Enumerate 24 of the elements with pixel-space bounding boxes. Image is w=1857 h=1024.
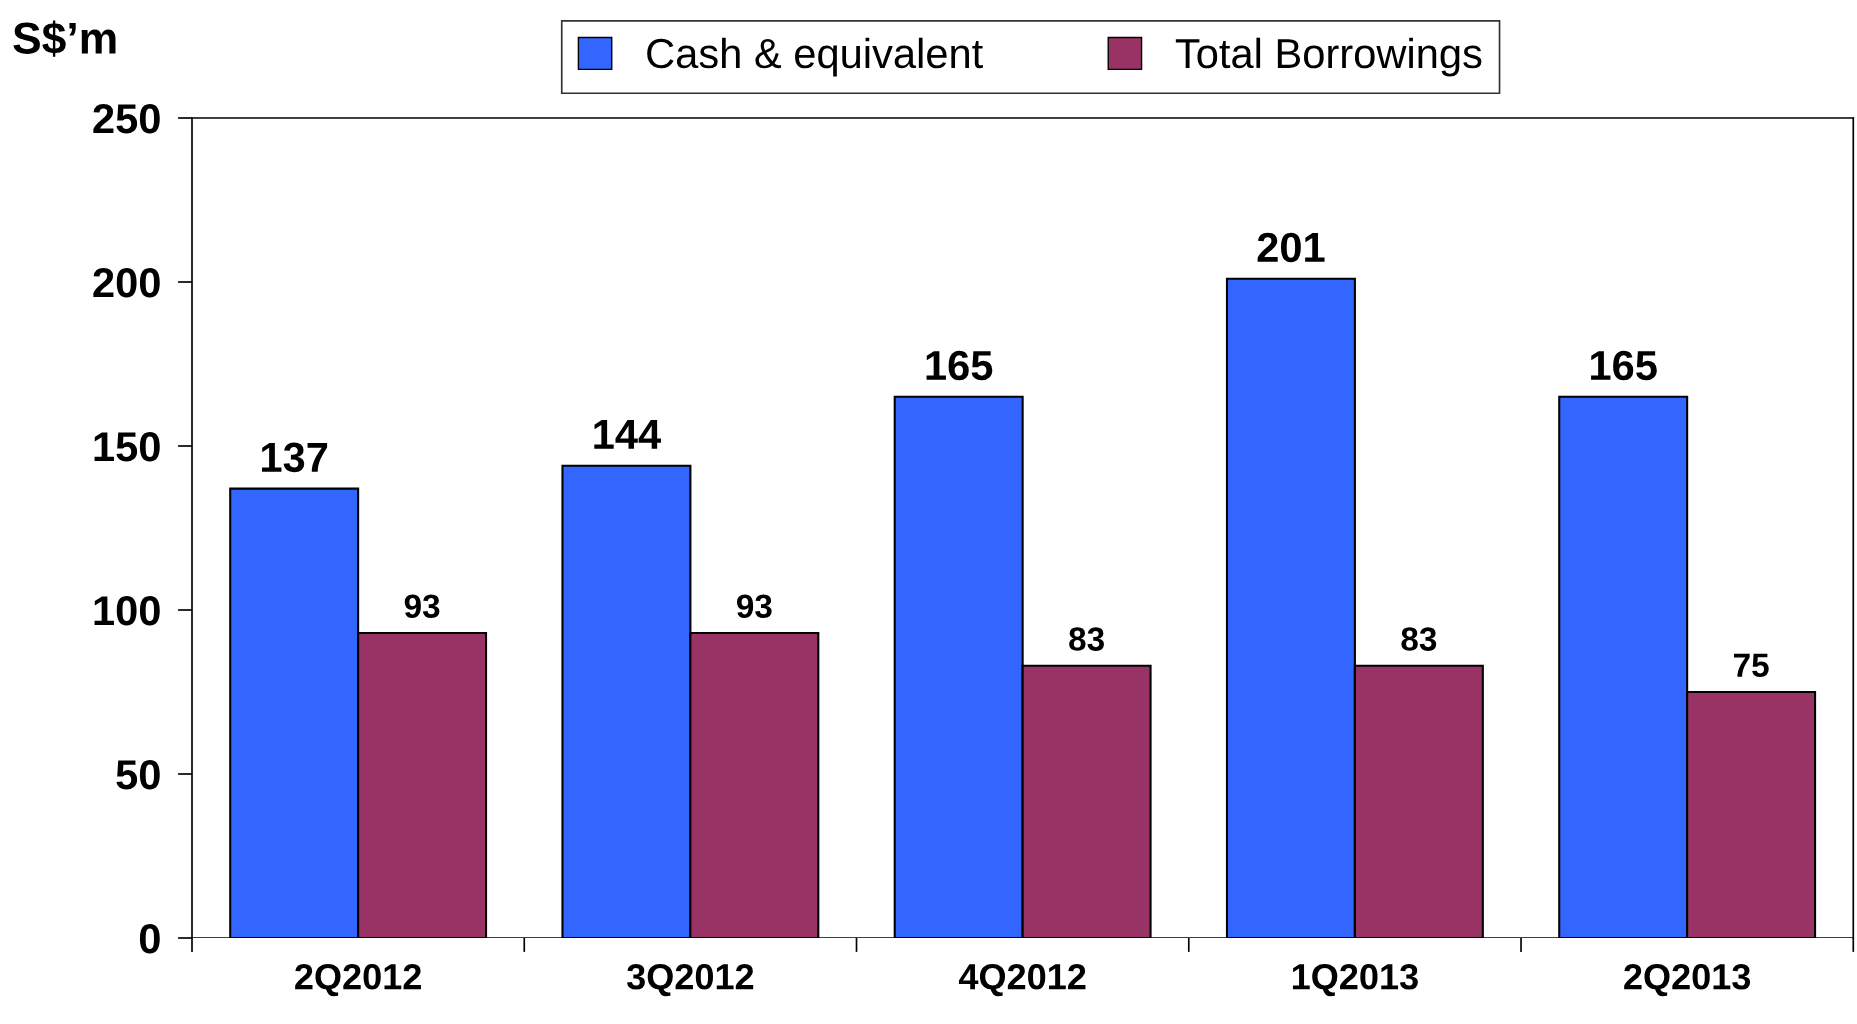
data-label: 93 <box>404 594 440 619</box>
data-label: 83 <box>1069 627 1104 651</box>
x-tick-label: 3Q2012 <box>626 963 754 997</box>
y-tick-label: 50 <box>116 760 160 790</box>
y-tick-label: 100 <box>94 596 160 626</box>
data-label: 75 <box>1734 653 1769 678</box>
y-tick-label: 200 <box>93 268 160 298</box>
data-label: 137 <box>262 442 328 473</box>
x-tick-label: 2Q2012 <box>295 963 421 997</box>
x-tick-label: 1Q2013 <box>1292 963 1418 997</box>
data-label: 165 <box>926 350 993 381</box>
legend-label: Total Borrowings <box>1175 37 1482 77</box>
y-tick-label: 0 <box>139 924 160 954</box>
data-label: 165 <box>1591 350 1657 381</box>
y-tick-label: 250 <box>93 104 160 134</box>
data-label: 144 <box>594 420 661 449</box>
legend-label: Cash & equivalent <box>647 37 983 77</box>
y-axis-title: S$’m <box>13 20 116 57</box>
x-tick-label: 4Q2012 <box>958 963 1086 997</box>
y-tick-label: 150 <box>94 432 160 462</box>
data-label: 83 <box>1401 627 1437 651</box>
data-label: 93 <box>736 594 772 619</box>
data-label: 201 <box>1257 232 1325 263</box>
x-tick-label: 2Q2013 <box>1624 963 1751 997</box>
